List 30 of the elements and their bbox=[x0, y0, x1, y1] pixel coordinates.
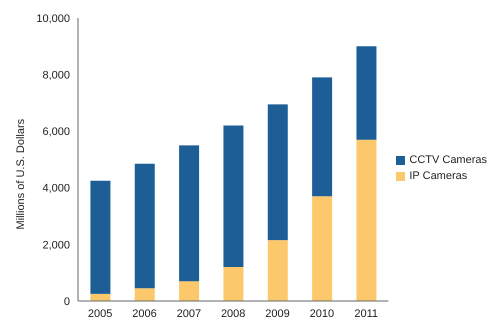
bar bbox=[312, 196, 332, 301]
bar bbox=[134, 164, 155, 288]
y-tick-label: 8,000 bbox=[42, 70, 70, 82]
bar bbox=[179, 145, 200, 282]
bar bbox=[268, 240, 288, 301]
y-tick-label: 2,000 bbox=[42, 239, 70, 252]
bar bbox=[90, 180, 110, 294]
x-tick-label: 2008 bbox=[220, 308, 246, 320]
bar bbox=[90, 294, 110, 301]
bar bbox=[223, 126, 244, 268]
y-tick-label: 6,000 bbox=[42, 126, 70, 138]
y-axis-title: Millions of U.S. Dollars bbox=[14, 118, 27, 230]
bar bbox=[312, 77, 332, 196]
y-tick-label: 10,000 bbox=[36, 12, 70, 25]
bar bbox=[356, 140, 376, 301]
bar bbox=[134, 288, 155, 301]
bar bbox=[223, 267, 244, 301]
bar bbox=[356, 46, 376, 140]
legend-label: CCTV Cameras bbox=[409, 154, 487, 166]
x-tick-label: 2010 bbox=[310, 308, 334, 320]
bar bbox=[268, 104, 288, 240]
bar bbox=[179, 281, 200, 301]
x-tick-label: 2011 bbox=[354, 308, 378, 320]
x-tick-label: 2005 bbox=[88, 308, 112, 320]
x-tick-label: 2006 bbox=[132, 308, 157, 320]
x-tick-label: 2007 bbox=[176, 308, 202, 320]
y-tick-label: 0 bbox=[64, 296, 70, 308]
legend-label: IP Cameras bbox=[409, 170, 468, 182]
y-tick-label: 4,000 bbox=[42, 182, 70, 195]
x-tick-label: 2009 bbox=[265, 308, 290, 320]
